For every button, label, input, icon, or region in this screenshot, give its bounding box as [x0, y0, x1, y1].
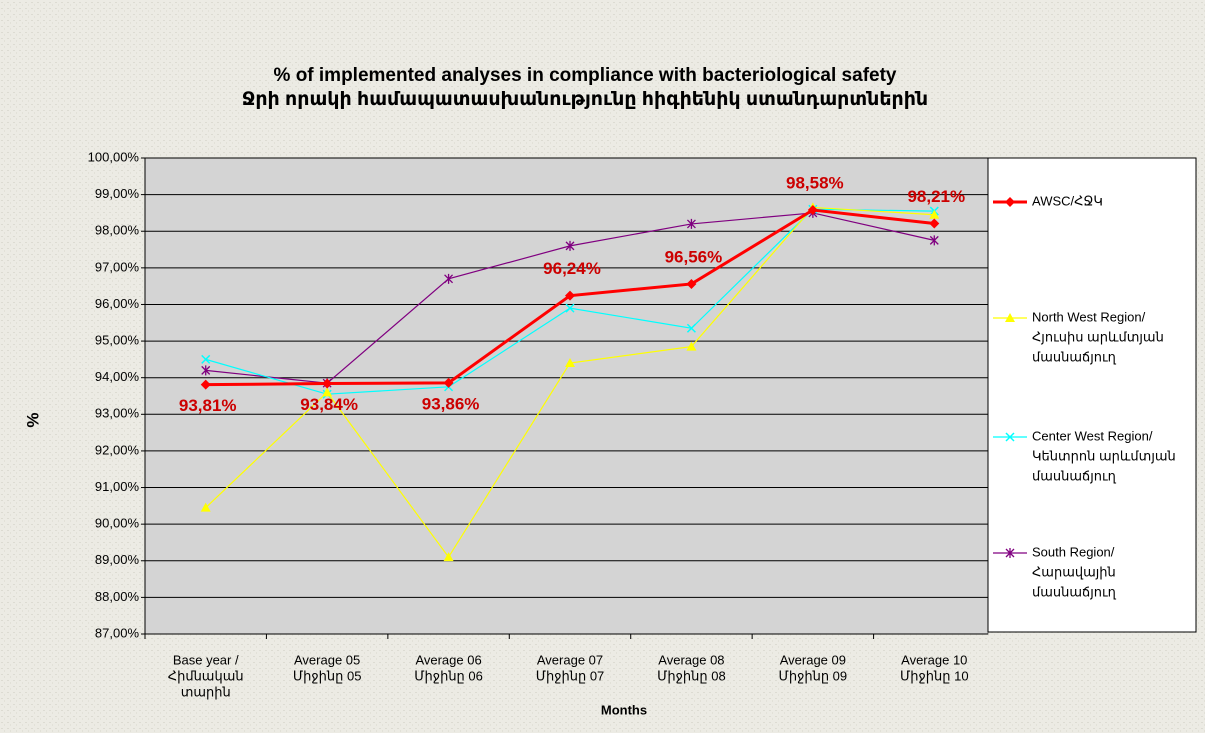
- y-tick-label: 99,00%: [95, 186, 140, 201]
- marker: [565, 290, 575, 301]
- y-tick-label: 93,00%: [95, 406, 140, 421]
- legend-label: South Region/: [1032, 544, 1115, 559]
- x-tick-label: Base year /: [173, 652, 239, 667]
- x-tick-label: տարին: [181, 684, 231, 699]
- data-label: 93,81%: [179, 396, 237, 415]
- legend-label: AWSC/ՀՋԿ: [1032, 193, 1103, 208]
- y-tick-label: 94,00%: [95, 369, 140, 384]
- chart-title: % of implemented analyses in compliance …: [274, 65, 897, 86]
- plot-area: [144, 157, 989, 635]
- x-axis-title: Months: [601, 702, 647, 717]
- legend-label: մասնաճյուղ: [1032, 584, 1117, 599]
- marker: [1005, 197, 1015, 207]
- y-axis-title: %: [23, 412, 42, 427]
- y-tick-label: 95,00%: [95, 333, 140, 348]
- y-tick-label: 96,00%: [95, 296, 140, 311]
- legend-label: մասնաճյուղ: [1032, 349, 1117, 364]
- marker: [322, 378, 333, 389]
- y-tick-label: 100,00%: [88, 149, 140, 164]
- marker: [201, 365, 211, 376]
- y-tick-label: 89,00%: [95, 552, 140, 567]
- x-tick-label: Միջինը 07: [536, 668, 605, 683]
- chart-title: Ջրի որակի համապատասխանությունը հիգիենիկ …: [242, 89, 928, 110]
- legend-label: Հյուսիս արևմտյան: [1032, 329, 1164, 344]
- x-tick-label: Միջինը 06: [414, 668, 483, 683]
- x-tick-label: Միջինը 09: [779, 668, 848, 683]
- marker: [444, 273, 454, 284]
- marker: [807, 204, 818, 215]
- legend-label: մասնաճյուղ: [1032, 468, 1117, 483]
- marker: [200, 379, 211, 390]
- data-label: 93,84%: [300, 395, 358, 414]
- marker: [1005, 432, 1015, 442]
- marker: [565, 240, 575, 251]
- marker: [686, 218, 696, 229]
- x-tick-label: Average 06: [415, 652, 481, 667]
- marker: [1005, 548, 1015, 558]
- marker: [929, 209, 940, 219]
- marker: [201, 354, 211, 364]
- legend: [987, 157, 1197, 633]
- marker: [686, 323, 696, 333]
- marker: [1005, 313, 1015, 322]
- x-tick-label: Average 07: [537, 652, 603, 667]
- marker: [443, 377, 454, 388]
- data-label: 96,56%: [665, 247, 723, 266]
- x-tick-label: Հիմնական: [168, 668, 244, 683]
- marker: [565, 358, 575, 368]
- marker: [929, 218, 940, 229]
- x-tick-label: Average 08: [658, 652, 724, 667]
- marker: [565, 303, 575, 313]
- y-tick-label: 87,00%: [95, 625, 140, 640]
- marker: [322, 387, 333, 397]
- legend-label: Կենտրոն արևմտյան: [1032, 448, 1176, 463]
- y-tick-label: 98,00%: [95, 223, 140, 238]
- x-tick-label: Միջինը 08: [657, 668, 726, 683]
- data-label: 96,24%: [543, 259, 601, 278]
- data-label: 98,58%: [786, 173, 844, 192]
- x-tick-label: Average 09: [780, 652, 846, 667]
- data-label: 93,86%: [422, 394, 480, 413]
- x-tick-label: Average 10: [901, 652, 967, 667]
- x-tick-label: Միջինը 05: [293, 668, 362, 683]
- y-tick-label: 90,00%: [95, 516, 140, 531]
- x-tick-label: Average 05: [294, 652, 360, 667]
- y-tick-label: 88,00%: [95, 589, 140, 604]
- marker: [686, 341, 697, 351]
- x-tick-label: Միջինը 10: [900, 668, 969, 683]
- legend-label: Հարավային: [1032, 564, 1116, 579]
- marker: [200, 502, 211, 512]
- marker: [443, 552, 454, 562]
- y-tick-label: 97,00%: [95, 259, 140, 274]
- marker: [929, 235, 939, 246]
- data-label: 98,21%: [907, 187, 965, 206]
- y-tick-label: 91,00%: [95, 479, 140, 494]
- marker: [686, 278, 697, 289]
- legend-label: North West Region/: [1032, 309, 1146, 324]
- y-tick-label: 92,00%: [95, 442, 140, 457]
- legend-label: Center West Region/: [1032, 428, 1153, 443]
